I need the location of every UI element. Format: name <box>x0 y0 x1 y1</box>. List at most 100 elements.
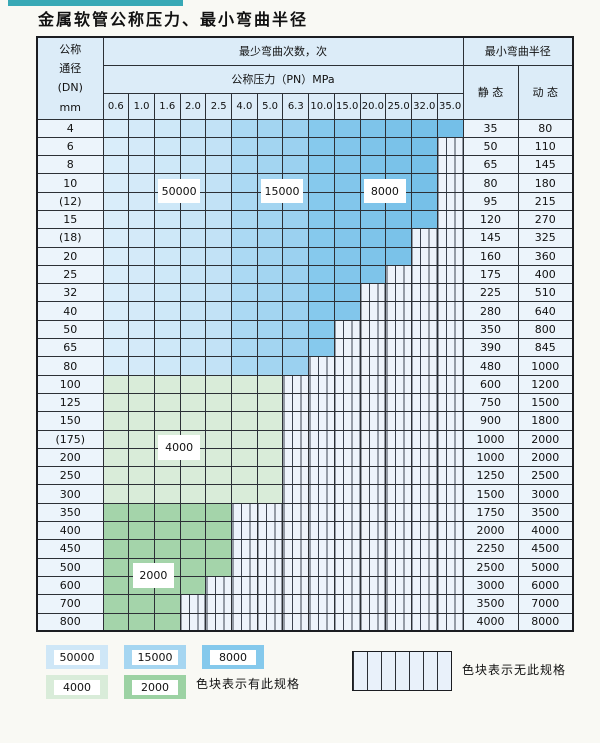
cell-spec-available <box>128 173 155 193</box>
cell-spec-available <box>128 539 155 559</box>
static-radius-value: 175 <box>462 264 519 285</box>
legend-swatch-8000: 8000 <box>202 645 264 669</box>
cell-no-spec <box>385 301 412 321</box>
cell-no-spec <box>333 539 361 559</box>
cell-spec-available <box>153 283 181 303</box>
cell-no-spec <box>385 466 412 486</box>
cell-spec-available <box>256 209 284 230</box>
cell-no-spec <box>359 447 387 468</box>
cell-spec-available <box>256 429 284 449</box>
dynamic-radius-value: 510 <box>517 283 574 303</box>
cell-spec-available <box>231 264 258 285</box>
static-radius-value: 3000 <box>462 575 519 596</box>
cell-spec-available <box>205 392 233 413</box>
cell-no-spec <box>282 557 310 577</box>
cell-no-spec <box>308 612 335 632</box>
header-pn-20.0: 20.0 <box>359 92 387 120</box>
header-nominal-pressure: 公称压力（PN）MPa <box>102 64 464 94</box>
cell-spec-available <box>102 502 130 523</box>
cell-spec-available <box>282 155 310 175</box>
cell-spec-available <box>102 484 130 504</box>
cell-spec-available <box>308 264 335 285</box>
cell-spec-available <box>179 392 207 413</box>
table-row: 350 1750 3500 <box>36 502 574 523</box>
cell-no-spec <box>179 612 207 632</box>
cell-spec-available <box>102 319 130 340</box>
cell-spec-available <box>282 246 310 266</box>
cell-no-spec <box>410 392 438 413</box>
static-radius-value: 160 <box>462 246 519 266</box>
cell-spec-available <box>359 155 387 175</box>
cell-spec-available <box>128 136 155 157</box>
cell-no-spec <box>436 392 464 413</box>
cell-spec-available <box>205 136 233 157</box>
cell-no-spec <box>436 411 464 431</box>
dn-cell: 200 <box>36 447 104 468</box>
cell-spec-available <box>282 136 310 157</box>
cell-no-spec <box>282 374 310 394</box>
cell-spec-available <box>205 118 233 138</box>
table-row: 400 2000 4000 <box>36 521 574 541</box>
cell-no-spec <box>256 557 284 577</box>
cell-spec-available <box>205 429 233 449</box>
cell-no-spec <box>256 521 284 541</box>
cell-no-spec <box>282 411 310 431</box>
table-row: 15 120 270 <box>36 209 574 230</box>
cell-no-spec <box>333 356 361 376</box>
cell-spec-available <box>282 356 310 376</box>
cell-spec-available <box>205 466 233 486</box>
cell-no-spec <box>436 264 464 285</box>
cell-no-spec <box>436 136 464 157</box>
cell-no-spec <box>385 557 412 577</box>
cell-no-spec <box>179 594 207 614</box>
dynamic-radius-value: 7000 <box>517 594 574 614</box>
cell-no-spec <box>256 594 284 614</box>
cell-no-spec <box>385 356 412 376</box>
cell-no-spec <box>308 594 335 614</box>
top-decoration-bar <box>8 0 183 6</box>
cell-spec-available <box>205 301 233 321</box>
cell-spec-available <box>231 338 258 358</box>
cell-spec-available <box>128 612 155 632</box>
cell-spec-available <box>102 283 130 303</box>
legend-swatch-label: 4000 <box>54 679 100 695</box>
cell-spec-available <box>256 411 284 431</box>
cell-spec-available <box>153 521 181 541</box>
table-row: (175) 1000 2000 <box>36 429 574 449</box>
cell-spec-available <box>333 209 361 230</box>
dn-cell: 450 <box>36 539 104 559</box>
cell-no-spec <box>308 466 335 486</box>
cell-no-spec <box>256 575 284 596</box>
cell-spec-available <box>256 246 284 266</box>
cell-spec-available <box>128 301 155 321</box>
cell-no-spec <box>410 301 438 321</box>
cell-spec-available <box>410 155 438 175</box>
legend-swatch-label: 15000 <box>132 649 178 665</box>
cell-no-spec <box>385 484 412 504</box>
cell-spec-available <box>256 447 284 468</box>
cycle-count-label: 50000 <box>158 178 200 204</box>
cycle-count-label: 2000 <box>132 563 175 588</box>
table-row: 125 750 1500 <box>36 392 574 413</box>
cell-spec-available <box>128 338 155 358</box>
cell-no-spec <box>436 283 464 303</box>
cell-spec-available <box>205 155 233 175</box>
dn-cell: 150 <box>36 411 104 431</box>
dynamic-radius-value: 180 <box>517 173 574 193</box>
cell-no-spec <box>256 502 284 523</box>
header-pn-25.0: 25.0 <box>385 92 412 120</box>
cell-spec-available <box>179 209 207 230</box>
cell-spec-available <box>282 228 310 248</box>
table-row: (12) 95 215 <box>36 191 574 211</box>
cell-spec-available <box>231 173 258 193</box>
cell-no-spec <box>385 429 412 449</box>
cell-spec-available <box>256 374 284 394</box>
dynamic-radius-value: 400 <box>517 264 574 285</box>
cell-spec-available <box>128 319 155 340</box>
dynamic-radius-value: 6000 <box>517 575 574 596</box>
cell-no-spec <box>410 264 438 285</box>
table-row: 500 2500 5000 <box>36 557 574 577</box>
cell-spec-available <box>179 356 207 376</box>
cell-spec-available <box>410 173 438 193</box>
cell-no-spec <box>436 228 464 248</box>
